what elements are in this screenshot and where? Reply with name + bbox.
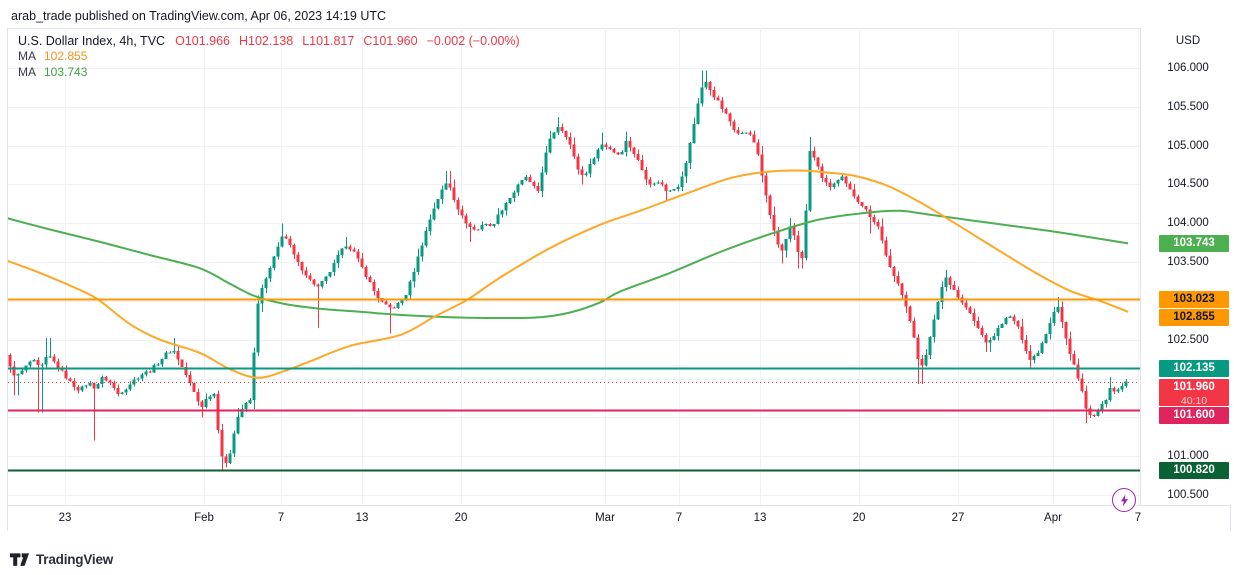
time-tick-Feb: Feb <box>194 512 214 524</box>
ma-value: 103.743 <box>44 64 88 79</box>
ma-slow-line[interactable] <box>8 209 1129 320</box>
publish-header: arab_trade published on TradingView.com,… <box>11 9 387 23</box>
legend-main-row: U.S. Dollar Index, 4h, TVC O101.966 H102.1… <box>18 33 520 49</box>
change-value: −0.002 (−0.00%) <box>426 34 520 48</box>
price-badge-103.743: 103.743 <box>1159 234 1229 252</box>
price-badge-101.600: 101.600 <box>1159 406 1229 424</box>
time-tick-23: 23 <box>58 512 72 524</box>
time-tick-27: 27 <box>951 512 965 524</box>
price-axis[interactable]: USD 106.000 105.500 105.000 104.500 104.000 1… <box>1141 28 1231 505</box>
price-tick: 105.500 <box>1167 100 1209 113</box>
ohlc-h: H102.138 <box>238 34 294 48</box>
price-tick: 105.000 <box>1167 139 1209 152</box>
ohlc-o: O101.966 <box>175 34 230 48</box>
tradingview-logo-text: TradingView <box>36 552 114 567</box>
bar-countdown: 40:10 <box>1180 394 1208 407</box>
time-tick-13: 13 <box>753 512 767 524</box>
time-tick-Mar: Mar <box>595 512 615 524</box>
price-badge-102.135: 102.135 <box>1159 359 1229 377</box>
ohlc-c: C101.960 <box>363 34 418 48</box>
symbol-title[interactable]: U.S. Dollar Index, 4h, TVC <box>18 34 166 48</box>
chart-panel <box>7 28 1231 531</box>
tradingview-logo-icon <box>10 552 29 566</box>
ma-fast-line[interactable] <box>8 169 1129 379</box>
price-badge-101.960: 101.960 40:10 <box>1159 378 1229 407</box>
price-tick: 102.500 <box>1167 333 1209 346</box>
ma-row-1[interactable]: MA 102.855 <box>18 49 520 65</box>
time-tick-20: 20 <box>454 512 468 524</box>
time-tick-7: 7 <box>277 512 285 524</box>
time-axis[interactable]: 23 Feb 7 13 20 Mar 7 13 20 27 Apr 7 <box>8 505 1230 531</box>
publish-lightning-icon[interactable] <box>1112 488 1136 512</box>
ohlc-l: L101.817 <box>302 34 355 48</box>
ma-indicator-rows: MA 102.855 MA 103.743 <box>18 49 520 80</box>
lightning-bolt-icon <box>1120 494 1128 506</box>
currency-label: USD <box>1175 35 1201 47</box>
price-tick: 103.500 <box>1167 256 1209 269</box>
time-tick-7: 7 <box>675 512 683 524</box>
ma-row-2[interactable]: MA 103.743 <box>18 65 520 81</box>
price-tick: 100.500 <box>1167 488 1209 501</box>
time-tick-20: 20 <box>852 512 866 524</box>
ma-value: 102.855 <box>44 49 88 63</box>
tradingview-logo[interactable]: TradingView <box>10 552 113 567</box>
price-tick: 104.000 <box>1167 217 1209 230</box>
axis-divider <box>1140 28 1141 505</box>
level-lines[interactable] <box>8 298 1140 472</box>
chart-legend: U.S. Dollar Index, 4h, TVC O101.966 H102.1… <box>18 33 520 80</box>
time-tick-13: 13 <box>355 512 369 524</box>
price-chart-canvas[interactable] <box>8 28 1140 505</box>
price-tick: 106.000 <box>1167 61 1209 74</box>
price-badge-100.820: 100.820 <box>1159 461 1229 479</box>
ma-label: MA <box>18 49 36 63</box>
time-tick-Apr: Apr <box>1044 512 1062 524</box>
ohlc-values: O101.966 H102.138 L101.817 C101.960 <box>175 34 427 48</box>
price-badge-103.023: 103.023 <box>1159 290 1229 308</box>
price-tick: 101.000 <box>1167 450 1209 463</box>
time-tick-7: 7 <box>1134 512 1142 524</box>
grid-lines <box>8 28 1140 505</box>
ma-label: MA <box>18 64 36 79</box>
candles-layer[interactable] <box>8 70 1128 471</box>
price-badge-102.855: 102.855 <box>1159 308 1229 326</box>
price-tick: 104.500 <box>1167 178 1209 191</box>
